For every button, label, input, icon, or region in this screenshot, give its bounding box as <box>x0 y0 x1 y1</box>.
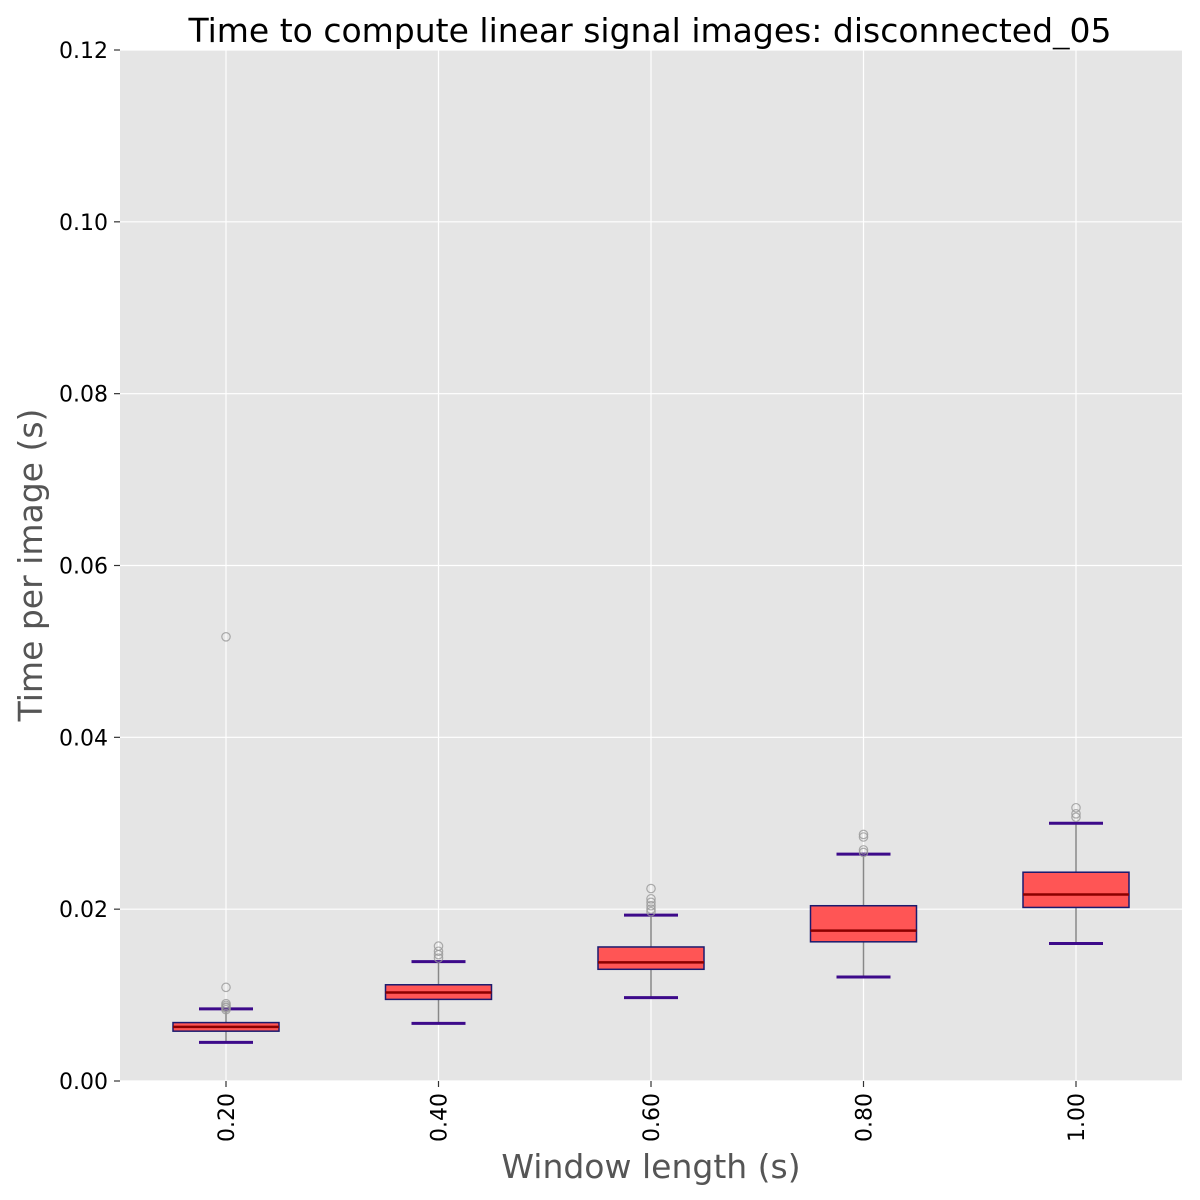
outlier-point <box>1071 812 1081 823</box>
y-tick-label: 0.04 <box>59 726 108 751</box>
outlier-point <box>858 832 869 842</box>
y-axis-ticks: 0.00 0.02 0.04 0.06 0.08 0.10 0.12 <box>59 39 120 1095</box>
box-group <box>1022 802 1130 946</box>
x-tick-label: 0.60 <box>640 1093 665 1142</box>
outlier-point <box>858 847 869 858</box>
box-group <box>384 941 493 1025</box>
box-group <box>809 829 918 979</box>
outlier-point <box>646 904 656 914</box>
chart-title: Time to compute linear signal images: di… <box>187 11 1111 50</box>
outlier-point <box>433 953 444 963</box>
outlier-point <box>646 883 656 894</box>
x-tick-label: 1.00 <box>1065 1093 1090 1142</box>
outlier-point <box>858 829 869 840</box>
outlier-point <box>1071 808 1081 819</box>
y-tick-label: 0.08 <box>59 383 108 408</box>
outlier-point <box>1071 802 1081 813</box>
outlier-point <box>646 894 656 904</box>
outlier-point <box>221 632 231 642</box>
y-tick-label: 0.02 <box>59 898 108 923</box>
boxes <box>172 632 1130 1044</box>
y-tick-label: 0.00 <box>59 1070 108 1095</box>
box-iqr <box>597 946 705 971</box>
y-tick-label: 0.06 <box>59 555 108 580</box>
y-tick-label: 0.10 <box>59 211 108 236</box>
outlier-point <box>221 998 231 1009</box>
x-axis-label: Window length (s) <box>501 1147 800 1186</box>
box-group <box>597 883 705 1000</box>
x-tick-label: 0.40 <box>428 1093 453 1142</box>
outlier-point <box>221 982 231 993</box>
outlier-point <box>646 900 656 911</box>
box-iqr <box>1022 871 1130 909</box>
box-iqr <box>809 904 918 943</box>
x-axis-ticks: 0.20 0.40 0.60 0.80 1.00 <box>215 1081 1090 1142</box>
box-group <box>172 632 280 1044</box>
x-tick-label: 0.80 <box>853 1093 878 1142</box>
y-axis-label: Time per image (s) <box>11 409 50 723</box>
outlier-point <box>433 941 444 951</box>
outlier-point <box>646 906 656 917</box>
outlier-point <box>858 845 869 855</box>
outlier-point <box>646 897 656 908</box>
y-tick-label: 0.12 <box>59 39 108 64</box>
outlier-point <box>433 946 444 957</box>
x-tick-label: 0.20 <box>215 1093 240 1142</box>
